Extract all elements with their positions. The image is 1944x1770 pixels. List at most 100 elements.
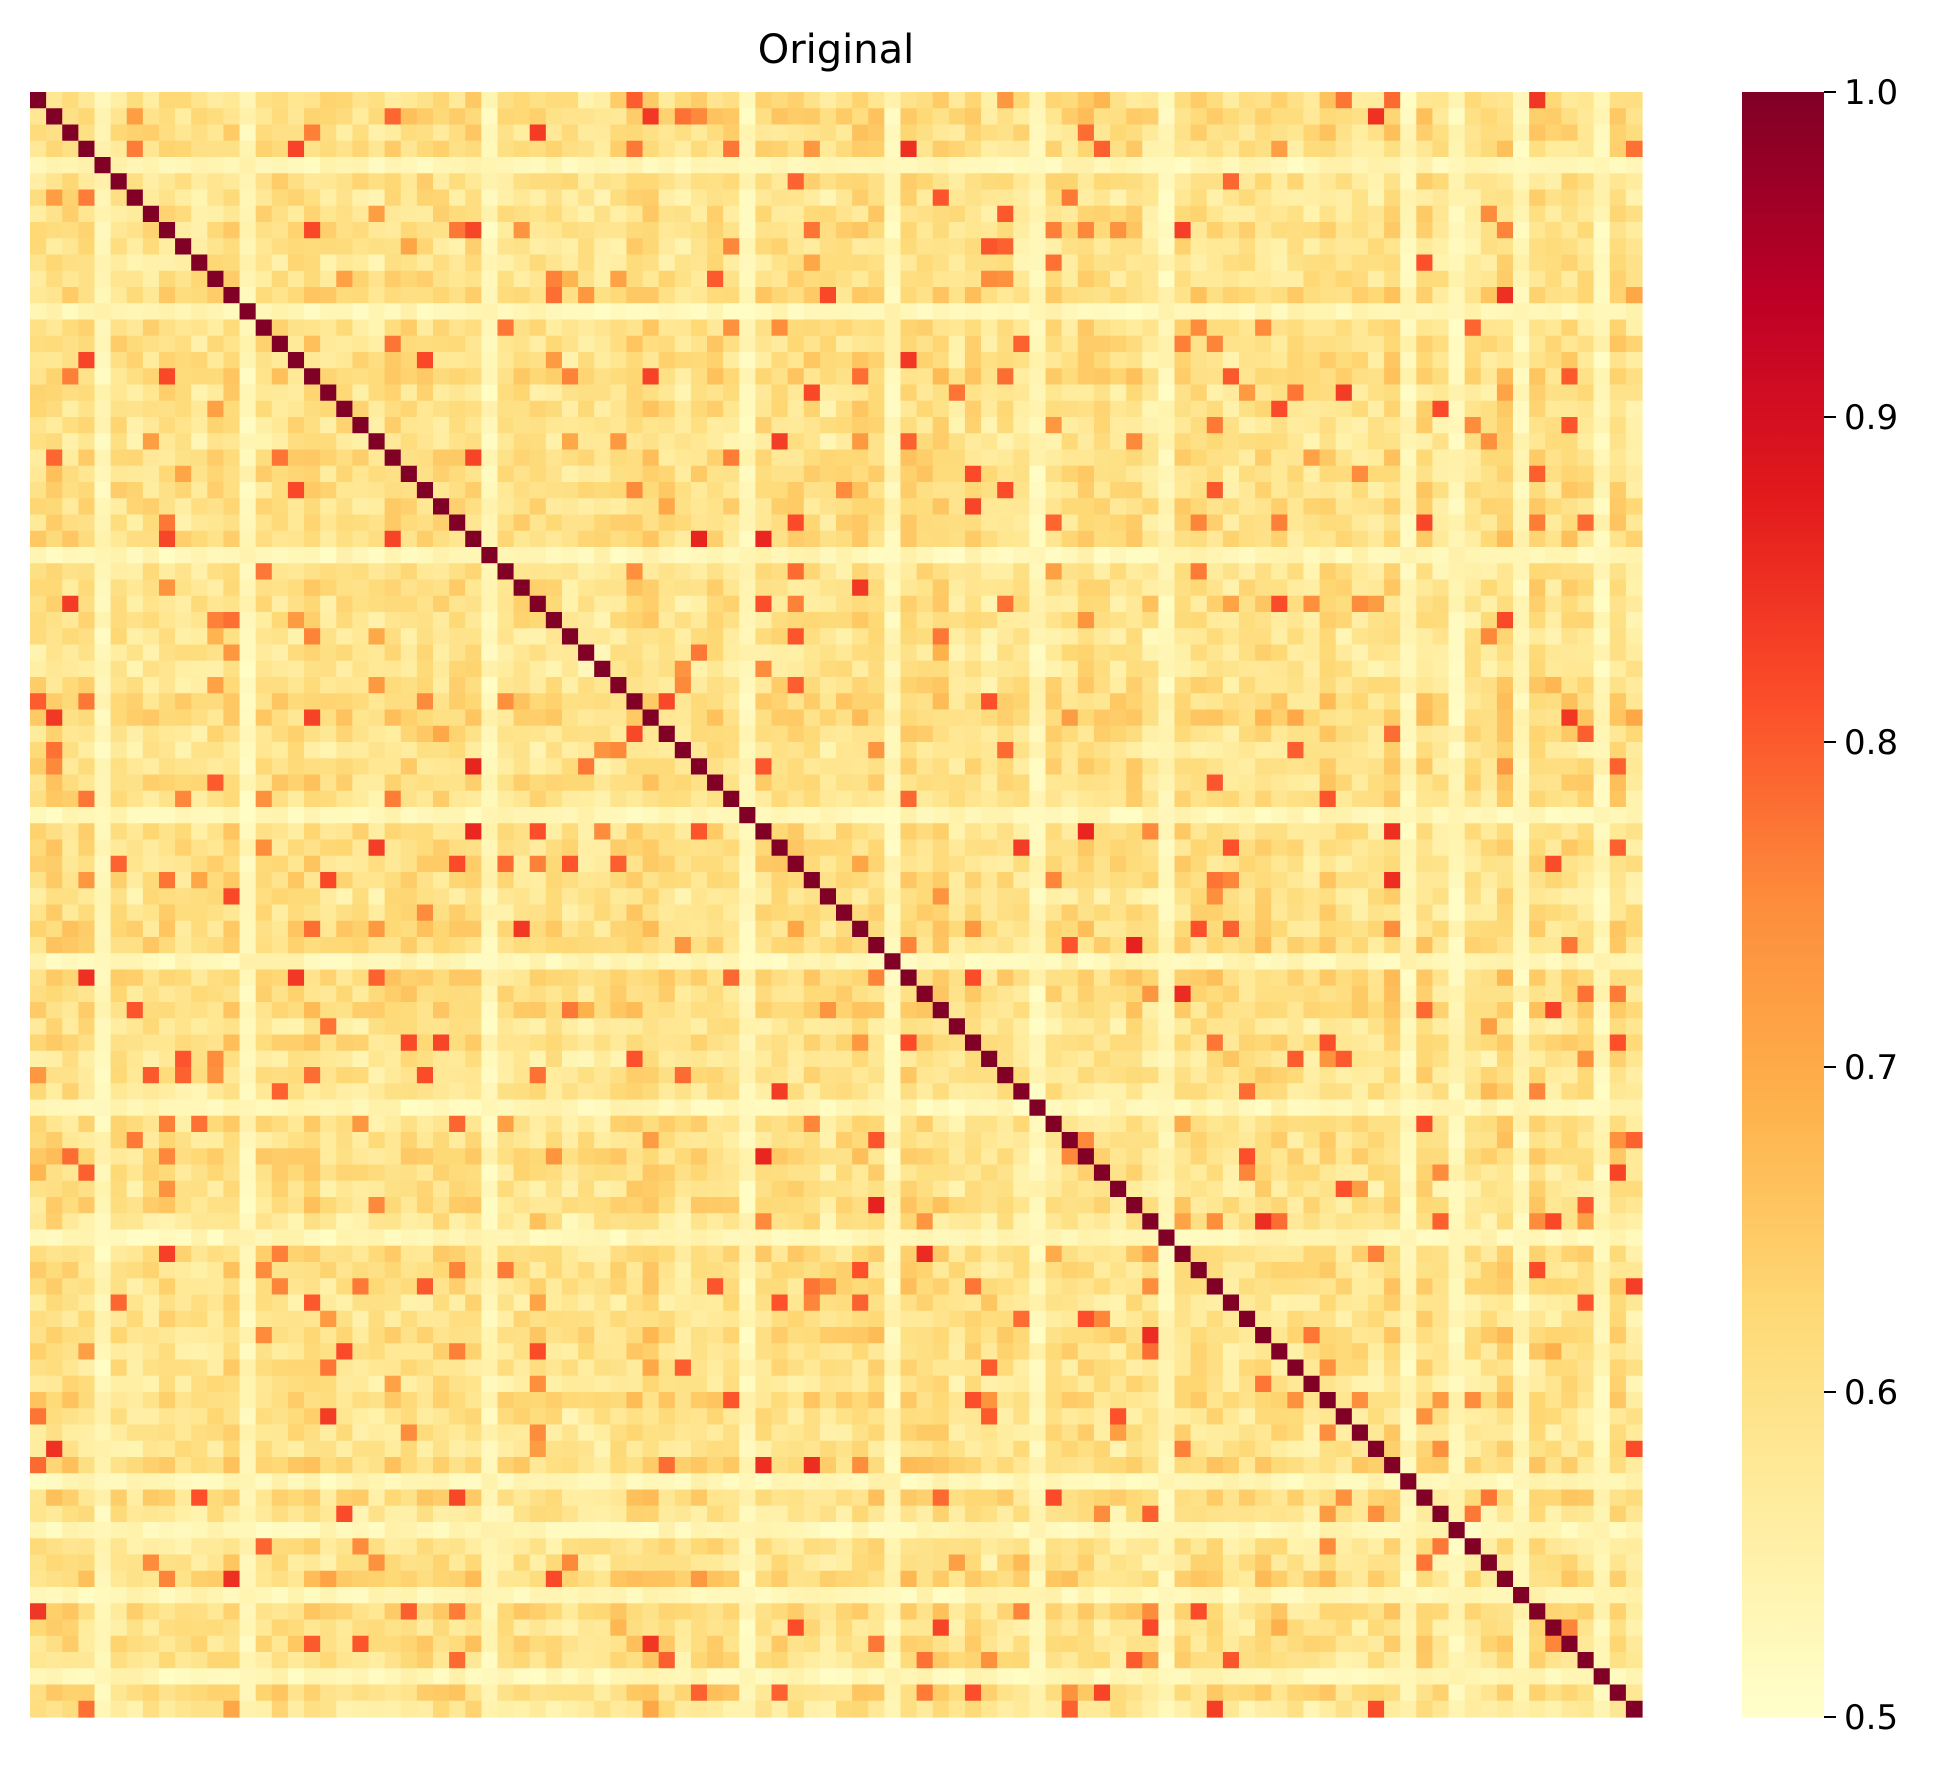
- heatmap-cell: [400, 124, 418, 142]
- heatmap-cell: [1255, 612, 1272, 629]
- heatmap-cell: [433, 124, 450, 142]
- heatmap-cell: [513, 790, 531, 808]
- heatmap-cell: [932, 449, 950, 467]
- heatmap-cell: [255, 742, 273, 759]
- heatmap-cell: [191, 530, 208, 548]
- heatmap-cell: [578, 319, 595, 337]
- heatmap-cell: [1142, 498, 1159, 516]
- heatmap-cell: [336, 384, 353, 402]
- heatmap-cell: [787, 449, 805, 467]
- heatmap-cell: [336, 839, 353, 857]
- heatmap-cell: [1319, 660, 1337, 678]
- heatmap-cell: [223, 254, 241, 272]
- heatmap-cell: [1335, 628, 1353, 646]
- heatmap-cell: [1384, 709, 1401, 727]
- heatmap-cell: [658, 855, 676, 873]
- heatmap-cell: [900, 124, 918, 142]
- heatmap-cell: [1013, 660, 1031, 678]
- heatmap-cell: [1335, 498, 1353, 516]
- heatmap-cell: [545, 368, 563, 386]
- heatmap-cell: [707, 595, 724, 613]
- heatmap-cell: [964, 108, 982, 126]
- heatmap-cell: [1561, 482, 1579, 499]
- heatmap-cell: [1609, 709, 1627, 727]
- heatmap-cell: [110, 157, 128, 174]
- heatmap-cell: [852, 222, 869, 239]
- heatmap-cell: [529, 807, 547, 824]
- heatmap-cell: [126, 742, 144, 759]
- heatmap-cell: [1271, 433, 1288, 451]
- heatmap-cell: [1174, 140, 1192, 158]
- heatmap-cell: [1239, 238, 1256, 256]
- heatmap-cell: [755, 205, 773, 223]
- heatmap-cell: [1432, 205, 1450, 223]
- heatmap-cell: [158, 839, 176, 857]
- heatmap-cell: [158, 287, 176, 304]
- heatmap-cell: [62, 173, 79, 191]
- heatmap-cell: [304, 92, 321, 109]
- heatmap-cell: [916, 417, 934, 434]
- heatmap-cell: [158, 205, 176, 223]
- heatmap-cell: [948, 303, 966, 321]
- heatmap-cell: [836, 693, 853, 711]
- heatmap-cell: [1222, 417, 1240, 434]
- heatmap-cell: [1271, 465, 1288, 483]
- heatmap-cell: [1174, 563, 1192, 581]
- heatmap-cell: [1093, 368, 1111, 386]
- heatmap-cell: [336, 352, 353, 369]
- heatmap-cell: [884, 287, 902, 304]
- heatmap-cell: [561, 595, 579, 613]
- heatmap-cell: [1335, 270, 1353, 288]
- heatmap-cell: [626, 400, 644, 418]
- heatmap-cell: [1077, 888, 1095, 906]
- heatmap-cell: [1077, 368, 1095, 386]
- heatmap-cell: [400, 140, 418, 158]
- heatmap-cell: [1480, 270, 1498, 288]
- heatmap-cell: [126, 270, 144, 288]
- heatmap-cell: [1367, 855, 1385, 873]
- heatmap-cell: [803, 173, 821, 191]
- heatmap-cell: [304, 872, 321, 889]
- heatmap-cell: [787, 482, 805, 499]
- heatmap-cell: [78, 612, 96, 629]
- heatmap-cell: [142, 352, 160, 369]
- heatmap-cell: [1432, 270, 1450, 288]
- heatmap-cell: [948, 108, 966, 126]
- heatmap-cell: [287, 888, 305, 906]
- heatmap-cell: [1077, 563, 1095, 581]
- heatmap-cell: [739, 482, 756, 499]
- heatmap-cell: [594, 790, 611, 808]
- heatmap-cell: [803, 270, 821, 288]
- heatmap-cell: [836, 335, 853, 353]
- heatmap-cell: [158, 823, 176, 841]
- heatmap-cell: [110, 270, 128, 288]
- heatmap-cell: [1287, 823, 1305, 841]
- heatmap-cell: [900, 612, 918, 629]
- heatmap-cell: [787, 628, 805, 646]
- heatmap-cell: [30, 482, 47, 499]
- heatmap-cell: [465, 693, 482, 711]
- heatmap-cell: [1206, 547, 1224, 564]
- heatmap-cell: [191, 839, 208, 857]
- heatmap-cell: [545, 855, 563, 873]
- heatmap-cell: [626, 222, 644, 239]
- heatmap-cell: [642, 433, 660, 451]
- heatmap-cell: [545, 238, 563, 256]
- heatmap-cell: [271, 530, 289, 548]
- heatmap-cell: [1400, 823, 1417, 841]
- heatmap-cell: [594, 270, 611, 288]
- heatmap-cell: [674, 595, 692, 613]
- heatmap-cell: [964, 189, 982, 207]
- heatmap-cell: [1367, 173, 1385, 191]
- heatmap-cell: [158, 628, 176, 646]
- heatmap-cell: [62, 205, 79, 223]
- heatmap-cell: [981, 400, 998, 418]
- heatmap-cell: [384, 855, 402, 873]
- heatmap-cell: [497, 92, 515, 109]
- heatmap-cell: [1464, 612, 1482, 629]
- heatmap-cell: [932, 758, 950, 776]
- heatmap-cell: [433, 254, 450, 272]
- heatmap-cell: [513, 872, 531, 889]
- heatmap-cell: [1609, 563, 1627, 581]
- heatmap-cell: [981, 855, 998, 873]
